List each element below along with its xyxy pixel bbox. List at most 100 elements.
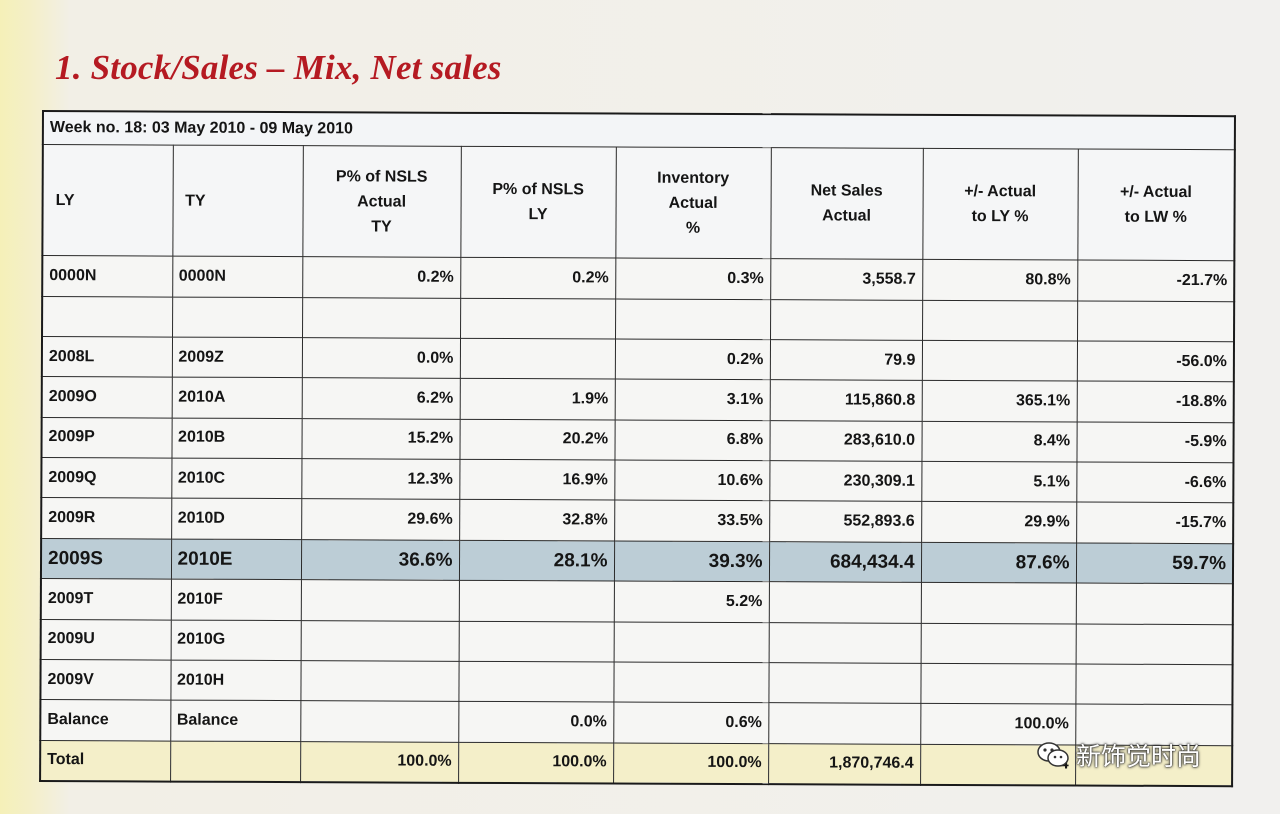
to-lw-cell: -6.6% bbox=[1076, 462, 1234, 504]
p-nsls-ty-cell: 0.0% bbox=[301, 337, 461, 379]
net-sales-cell: 3,558.7 bbox=[770, 259, 923, 301]
to-ly-cell: 8.4% bbox=[921, 421, 1077, 463]
net-sales-cell bbox=[768, 702, 921, 744]
column-header: TY bbox=[172, 145, 303, 258]
ty-cell bbox=[170, 740, 301, 783]
ty-cell: 2010A bbox=[171, 377, 302, 419]
ly-cell: 2009V bbox=[40, 659, 171, 701]
table-row: 2009U 2010G bbox=[40, 619, 1233, 665]
column-header: Inventory Actual% bbox=[615, 146, 771, 260]
ly-cell: 2009U bbox=[40, 619, 171, 660]
ty-cell bbox=[172, 296, 303, 338]
p-nsls-ly-cell: 100.0% bbox=[458, 741, 614, 784]
column-header-line: +/- Actual bbox=[1119, 183, 1192, 202]
to-lw-cell bbox=[1075, 663, 1233, 705]
to-lw-cell: -5.9% bbox=[1076, 421, 1234, 463]
ty-cell: 2010D bbox=[171, 498, 302, 540]
column-header: P% of NSLS Actual TY bbox=[302, 145, 461, 258]
column-header-line: to LY % bbox=[971, 208, 1029, 226]
table-row: 2009P 2010B 15.2% 20.2% 6.8% 283,610.0 8.4% -5.… bbox=[41, 417, 1234, 463]
p-nsls-ty-cell: 12.3% bbox=[301, 458, 460, 500]
table-row: 2009Q 2010C 12.3% 16.9% 10.6% 230,309.1 5.1% -6… bbox=[41, 457, 1234, 504]
column-header: Net Sales Actual bbox=[770, 147, 923, 260]
to-ly-cell: 87.6% bbox=[920, 542, 1077, 584]
watermark: 新饰觉时尚 bbox=[1036, 737, 1201, 773]
p-nsls-ly-cell bbox=[459, 338, 616, 380]
table-row: 0000N 0000N 0.2% 0.2% 0.3% 3,558.7 80.8% -21.7% bbox=[42, 255, 1235, 302]
p-nsls-ly-cell: 0.2% bbox=[460, 257, 616, 299]
page-title: 1. Stock/Sales – Mix, Net sales bbox=[55, 48, 502, 87]
inventory-cell: 100.0% bbox=[613, 742, 769, 785]
to-ly-cell bbox=[920, 622, 1076, 664]
inventory-cell: 6.8% bbox=[614, 419, 770, 461]
to-lw-cell bbox=[1075, 623, 1233, 665]
week-row: Week no. 18: 03 May 2010 - 09 May 2010 bbox=[42, 111, 1235, 150]
to-lw-cell bbox=[1075, 583, 1233, 625]
column-header-line: P% of NSLS bbox=[492, 181, 584, 199]
inventory-cell: 33.5% bbox=[614, 500, 770, 542]
p-nsls-ty-cell: 36.6% bbox=[300, 539, 460, 581]
to-lw-cell: 59.7% bbox=[1075, 542, 1234, 584]
column-header-line: +/- Actual bbox=[964, 183, 1037, 201]
ly-cell bbox=[42, 296, 173, 338]
wechat-icon bbox=[1037, 742, 1069, 767]
inventory-cell: 10.6% bbox=[614, 460, 770, 502]
to-lw-cell: -56.0% bbox=[1076, 341, 1234, 383]
inventory-cell: 3.1% bbox=[614, 379, 770, 421]
table-row: 2008L 2009Z 0.0% 0.2% 79.9 -56.0% bbox=[41, 336, 1234, 383]
p-nsls-ty-cell bbox=[300, 700, 459, 742]
p-nsls-ty-cell: 15.2% bbox=[301, 418, 460, 460]
net-sales-cell bbox=[768, 662, 921, 704]
ly-cell: 2009P bbox=[41, 417, 172, 459]
to-ly-cell: 80.8% bbox=[922, 259, 1078, 301]
watermark-text: 新饰觉时尚 bbox=[1076, 742, 1202, 771]
to-ly-cell bbox=[920, 663, 1076, 705]
p-nsls-ly-cell: 32.8% bbox=[459, 499, 615, 541]
header-row: LY TY P% of NSLS Actual TY P% of NSLS LY Invent… bbox=[42, 144, 1235, 262]
to-ly-cell bbox=[921, 340, 1078, 382]
ly-cell: Total bbox=[40, 740, 171, 782]
net-sales-cell: 79.9 bbox=[769, 339, 923, 381]
p-nsls-ly-cell bbox=[458, 661, 614, 703]
column-header-line: Net Sales bbox=[810, 182, 883, 200]
ty-cell: 2010C bbox=[171, 458, 302, 500]
p-nsls-ty-cell bbox=[300, 660, 459, 702]
ty-cell: 2009Z bbox=[171, 337, 303, 379]
net-sales-cell: 1,870,746.4 bbox=[768, 743, 921, 785]
p-nsls-ly-cell: 20.2% bbox=[459, 419, 615, 461]
net-sales-cell bbox=[770, 299, 923, 341]
inventory-cell: 39.3% bbox=[613, 540, 770, 582]
column-header: +/- Actual to LW % bbox=[1077, 148, 1235, 262]
p-nsls-ly-cell: 28.1% bbox=[458, 540, 615, 582]
column-header-line: Actual bbox=[822, 207, 872, 225]
inventory-cell bbox=[613, 661, 769, 703]
ty-cell: 0000N bbox=[172, 256, 303, 298]
net-sales-cell: 552,893.6 bbox=[769, 501, 922, 543]
ty-cell: 2010G bbox=[170, 619, 301, 661]
p-nsls-ty-cell: 6.2% bbox=[301, 378, 460, 420]
ly-cell: 2008L bbox=[41, 336, 173, 378]
ly-cell: 2009R bbox=[41, 497, 172, 539]
column-header-line: % bbox=[685, 219, 701, 237]
inventory-cell: 0.2% bbox=[614, 339, 771, 381]
column-header-line: LY bbox=[55, 191, 75, 209]
p-nsls-ly-cell bbox=[458, 620, 614, 662]
p-nsls-ty-cell: 29.6% bbox=[301, 499, 460, 541]
column-header: LY bbox=[42, 144, 173, 257]
to-ly-cell: 29.9% bbox=[921, 501, 1077, 543]
column-header-line: Inventory bbox=[657, 169, 730, 187]
column-header-line: Actual bbox=[668, 194, 718, 212]
ly-cell: 2009O bbox=[41, 376, 172, 418]
table-row: 2009T 2010F 5.2% bbox=[40, 578, 1233, 625]
ty-cell: 2010H bbox=[170, 659, 301, 701]
column-header-line: LY bbox=[528, 206, 548, 224]
to-lw-cell bbox=[1077, 300, 1235, 342]
net-sales-cell bbox=[768, 581, 921, 623]
inventory-cell bbox=[613, 621, 769, 663]
net-sales-cell: 684,434.4 bbox=[768, 541, 922, 583]
p-nsls-ly-cell: 0.0% bbox=[458, 701, 614, 743]
net-sales-cell: 283,610.0 bbox=[769, 420, 922, 462]
to-ly-cell: 365.1% bbox=[921, 380, 1077, 422]
ty-cell: 2010E bbox=[170, 538, 302, 580]
ty-cell: 2010B bbox=[171, 417, 302, 459]
